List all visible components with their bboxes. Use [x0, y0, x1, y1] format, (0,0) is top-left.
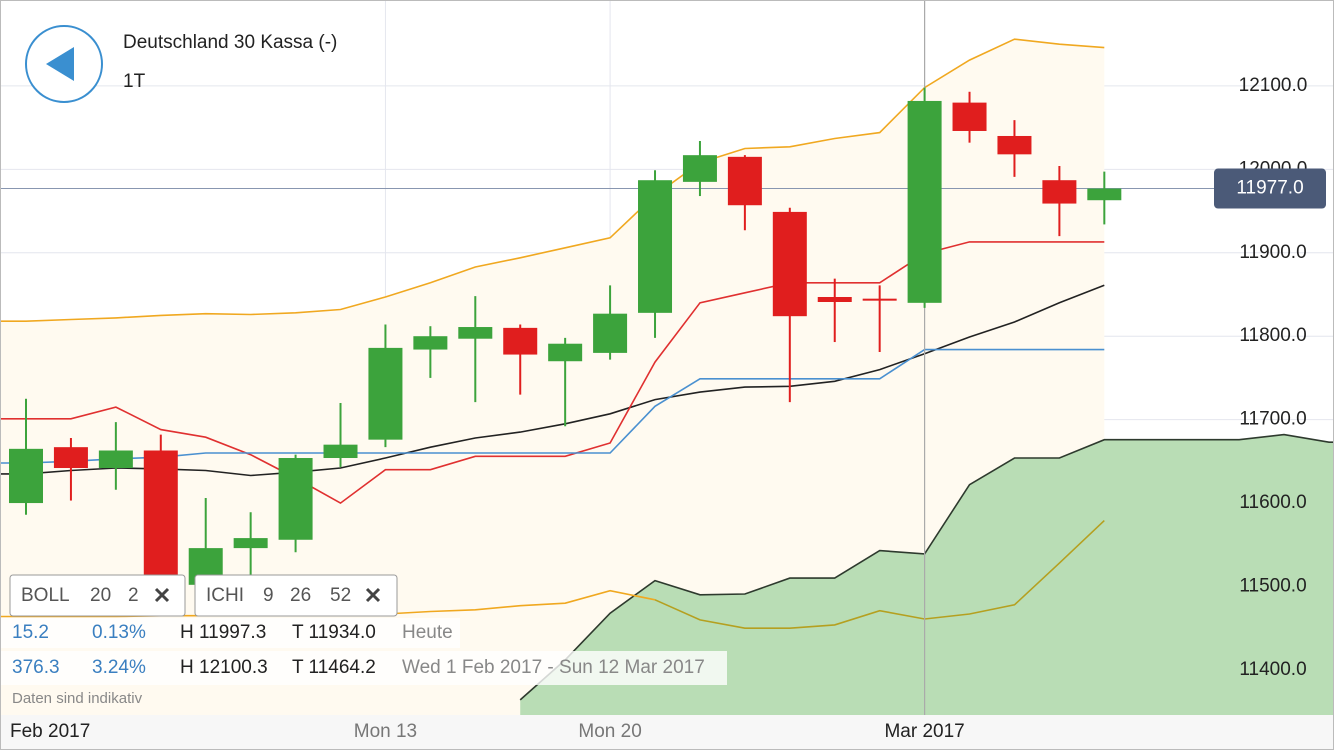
range-label: Heute [402, 622, 453, 643]
candle-body [772, 211, 807, 317]
candle-body [682, 155, 717, 182]
candle-body [9, 448, 43, 504]
candle-body [323, 444, 358, 459]
candle-body [817, 296, 852, 303]
candle-body [503, 327, 538, 355]
y-tick-label: 12100.0 [1239, 75, 1308, 96]
high: H 11997.3 [180, 622, 266, 643]
chip[interactable] [9, 574, 186, 617]
band-fill [0, 39, 1105, 715]
plot [0, 0, 1334, 715]
chip-param: 9 [263, 585, 274, 606]
back-arrow[interactable] [46, 47, 74, 81]
change: 15.2 [12, 622, 49, 643]
candle-body [862, 298, 897, 301]
chip-param: 2 [128, 585, 139, 606]
x-tick-label: Mon 20 [578, 721, 641, 742]
back-button[interactable] [25, 25, 103, 103]
chip-param: 20 [90, 585, 111, 606]
info-bg [0, 618, 460, 648]
candle-body [997, 135, 1032, 155]
candle-body [638, 180, 673, 313]
x-axis-strip [0, 715, 1334, 750]
change: 376.3 [12, 657, 60, 678]
candle-body [233, 538, 268, 549]
y-tick-label: 11700.0 [1239, 409, 1306, 430]
chip-param: 52 [330, 585, 351, 606]
change-pct: 0.13% [92, 622, 146, 643]
y-tick-label: 11900.0 [1239, 242, 1306, 263]
candle-body [727, 156, 762, 206]
candle-body [952, 102, 987, 131]
y-tick-label: 11500.0 [1239, 576, 1306, 597]
candle-body [143, 450, 178, 585]
low: T 11934.0 [292, 622, 376, 643]
change-pct: 3.24% [92, 657, 146, 678]
indicator-line [0, 38, 1105, 323]
candle-body [907, 100, 942, 303]
candle-body [53, 447, 88, 469]
cloud-fill [520, 434, 1334, 715]
chip-close[interactable] [365, 587, 381, 603]
candle-body [368, 347, 403, 440]
candle-body [548, 343, 583, 362]
candle-body [593, 313, 628, 353]
y-axis: 11400.0 11500.0 11600.0 11700.0 11800.0 11900… [1214, 75, 1326, 680]
candle-body [98, 450, 133, 469]
chip[interactable] [194, 574, 398, 617]
x-tick-label: Mon 13 [354, 721, 417, 742]
indicator-line [519, 433, 1334, 701]
last-price-label: 11977.0 [1236, 178, 1303, 199]
y-tick-label: 11800.0 [1239, 325, 1306, 346]
high: H 12100.3 [180, 657, 268, 678]
indicator-boll[interactable]: BOLL 20 2 [9, 574, 186, 617]
x-axis: Feb 2017 Mon 13 Mon 20 Mar 2017 [10, 721, 965, 742]
x-tick-label: Mar 2017 [884, 721, 964, 742]
period: 1T [123, 71, 146, 92]
chip-name: BOLL [21, 585, 70, 606]
candle-body [1042, 180, 1077, 204]
info-bg [0, 651, 727, 685]
chip-param: 26 [290, 585, 311, 606]
range-label: Wed 1 Feb 2017 - Sun 12 Mar 2017 [402, 657, 705, 678]
x-tick-label: Feb 2017 [10, 721, 90, 742]
low: T 11464.2 [292, 657, 376, 678]
candle-body [1087, 188, 1122, 201]
instrument-title: Deutschland 30 Kassa (-) [123, 32, 337, 53]
candle-body [413, 336, 448, 350]
indicator-ichi[interactable]: ICHI 9 26 52 [194, 574, 398, 617]
chip-name: ICHI [206, 585, 244, 606]
chip-close[interactable] [154, 587, 170, 603]
candle-body [458, 327, 493, 339]
last-price-tag [1214, 168, 1326, 209]
indicator-line [654, 520, 1105, 630]
candle-body [278, 458, 313, 540]
y-tick-label: 11600.0 [1239, 492, 1306, 513]
note: Daten sind indikativ [12, 690, 143, 707]
y-tick-label: 11400.0 [1239, 659, 1306, 680]
